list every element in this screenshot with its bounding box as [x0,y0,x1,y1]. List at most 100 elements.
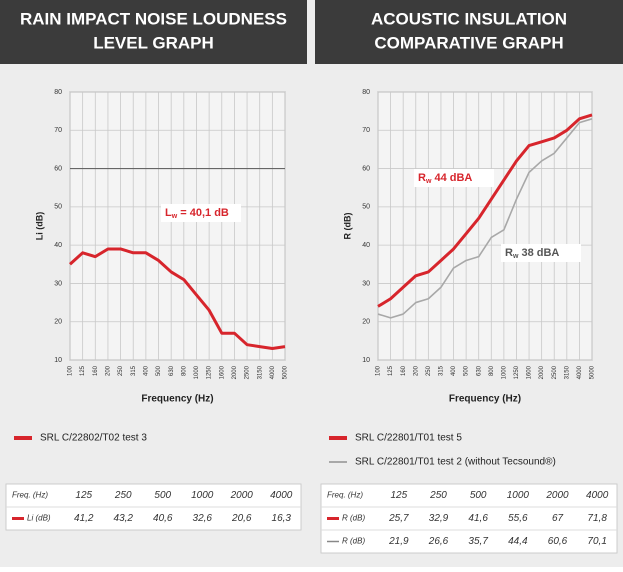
x-tick-label: 200 [413,365,419,376]
annotation-subscript: w [425,178,432,185]
x-tick-label: 5000 [283,365,289,379]
table-cell: 41,2 [74,513,94,524]
table-cell: 71,8 [587,513,607,524]
table-cell: 16,3 [272,513,292,524]
series-line [68,247,286,351]
x-tick-label: 100 [68,365,74,376]
x-tick-label: 160 [401,365,407,376]
table-cell: 43,2 [114,513,134,524]
x-tick-label: 100 [376,365,382,376]
y-tick-label: 80 [54,89,62,96]
table-header-cell: 2000 [545,490,569,501]
legend-label: SRL C/22801/T01 test 2 (without Tecsound… [355,457,556,468]
table-cell: 35,7 [468,536,488,547]
legend-label: SRL C/22802/T02 test 3 [40,433,147,444]
y-tick-label: 20 [54,319,62,326]
y-tick-label: 20 [362,319,370,326]
table-cell: 20,6 [231,513,252,524]
x-tick-label: 630 [169,365,175,376]
legend-label: SRL C/22801/T01 test 5 [355,433,462,444]
y-tick-label: 40 [54,242,62,249]
x-tick-label: 125 [388,365,394,376]
x-tick-label: 2000 [232,365,238,379]
y-tick-label: 60 [362,165,370,172]
y-tick-label: 30 [362,280,370,287]
x-tick-label: 1600 [527,365,533,379]
x-tick-label: 500 [464,365,470,376]
chart-title: RAIN IMPACT NOISE LOUDNESS [20,9,287,28]
series-line [377,113,593,308]
y-tick-label: 50 [54,204,62,211]
y-tick-label: 10 [54,357,62,364]
table-header-cell: Freq. (Hz) [12,491,48,500]
x-tick-label: 500 [156,365,162,376]
x-tick-label: 3150 [257,365,263,379]
x-tick-label: 800 [489,365,495,376]
table-header-cell: 2000 [230,490,254,501]
table-cell: 60,6 [548,536,568,547]
x-axis-label: Frequency (Hz) [449,394,521,405]
y-tick-label: 50 [362,204,370,211]
table-cell: 32,9 [429,513,449,524]
x-tick-label: 400 [143,365,149,376]
x-tick-label: 2000 [539,365,545,379]
y-tick-label: 10 [362,357,370,364]
header-banner [0,0,307,64]
x-tick-label: 4000 [577,365,583,379]
annotation-rest: = 40,1 dB [177,207,229,219]
annotation-main: R [418,172,426,184]
x-tick-label: 1250 [514,365,520,379]
table-header-cell: 250 [429,490,447,501]
y-tick-label: 30 [54,280,62,287]
table-background [320,483,618,554]
x-tick-label: 250 [426,365,432,376]
annotation: Lw = 40,1 dB [165,207,229,220]
table-cell: 32,6 [193,513,213,524]
x-tick-label: 400 [451,365,457,376]
chart-title: ACOUSTIC INSULATION [371,9,567,28]
x-tick-label: 1000 [194,365,200,379]
table-header-cell: 500 [470,490,487,501]
table-header-cell: 500 [154,490,171,501]
annotation-background [161,204,241,222]
table-header-cell: 250 [114,490,132,501]
table-cell: 21,9 [388,536,409,547]
table-row-label: Li (dB) [27,514,51,523]
table-cell: 40,6 [153,513,173,524]
annotation-background [501,244,581,262]
table-cell: 70,1 [587,536,606,547]
x-tick-label: 4000 [270,365,276,379]
x-tick-label: 1250 [207,365,213,379]
x-tick-label: 1600 [219,365,225,379]
table-cell: 44,4 [508,536,528,547]
table-header-cell: 1000 [191,490,214,501]
table-cell: 41,6 [468,513,488,524]
table-header-cell: Freq. (Hz) [327,491,363,500]
x-tick-label: 160 [93,365,99,376]
annotation: Rw 44 dBA [418,172,472,185]
y-axis-label: R (dB) [342,213,352,240]
series-line [377,118,593,319]
x-tick-label: 630 [476,365,482,376]
x-axis-label: Frequency (Hz) [141,394,213,405]
x-tick-label: 5000 [590,365,596,379]
annotation-rest: 38 dBA [518,247,559,259]
annotation-subscript: w [171,213,178,220]
header-banner [315,0,623,64]
y-tick-label: 40 [362,242,370,249]
annotation-main: R [505,247,513,259]
annotation-rest: 44 dBA [431,172,472,184]
x-tick-label: 2500 [245,365,251,379]
chart-title: COMPARATIVE GRAPH [374,33,563,52]
x-tick-label: 2500 [552,365,558,379]
y-tick-label: 80 [362,89,370,96]
table-row-label: R (dB) [342,537,365,546]
annotation: Rw 38 dBA [505,247,559,260]
x-tick-label: 315 [439,365,445,376]
plot-area [69,91,286,361]
x-tick-label: 800 [181,365,187,376]
table-header-cell: 125 [390,490,407,501]
annotation-main: L [165,207,172,219]
y-tick-label: 70 [54,127,62,134]
